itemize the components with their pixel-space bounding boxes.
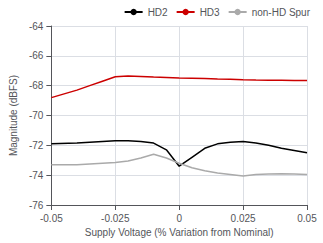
svg-text:-0.05: -0.05 [40, 213, 63, 224]
svg-text:0.05: 0.05 [297, 213, 317, 224]
svg-text:Magnitude (dBFS): Magnitude (dBFS) [8, 75, 19, 156]
svg-text:0: 0 [176, 213, 182, 224]
svg-text:0.025: 0.025 [231, 213, 256, 224]
svg-text:-0.025: -0.025 [101, 213, 130, 224]
svg-text:-74: -74 [29, 170, 44, 181]
svg-text:-70: -70 [29, 110, 44, 121]
svg-text:-76: -76 [29, 200, 44, 211]
svg-text:HD2: HD2 [148, 7, 168, 18]
svg-text:non-HD Spur: non-HD Spur [252, 7, 311, 18]
svg-text:-68: -68 [29, 80, 44, 91]
svg-text:Supply Voltage (% Variation fr: Supply Voltage (% Variation from Nominal… [85, 227, 274, 238]
svg-text:-64: -64 [29, 21, 44, 32]
svg-text:-66: -66 [29, 50, 44, 61]
svg-text:HD3: HD3 [200, 7, 220, 18]
svg-text:-72: -72 [29, 140, 44, 151]
